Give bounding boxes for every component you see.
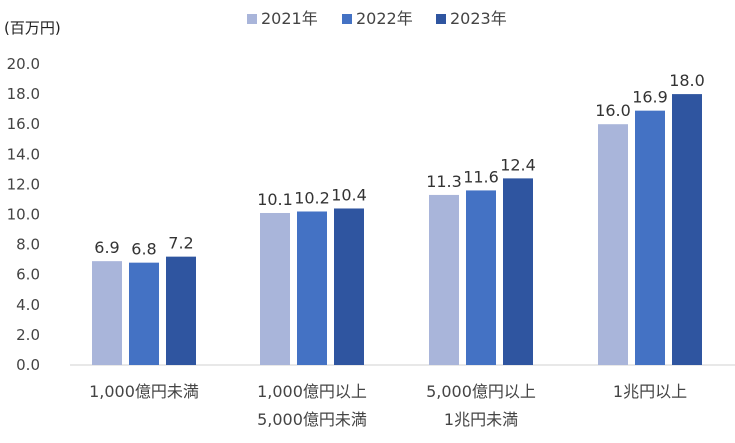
y-tick-label: 8.0 xyxy=(16,236,40,254)
x-axis: 1,000億円未満 1,000億円以上 5,000億円未満 5,000億円以上 1兆円未… xyxy=(89,382,687,429)
x-tick-label: 1兆円以上 xyxy=(613,382,687,401)
y-tick-label: 16.0 xyxy=(7,115,40,133)
bar-2-1 xyxy=(466,190,496,365)
bar-2-0 xyxy=(429,194,459,365)
legend-swatch xyxy=(342,14,352,24)
y-tick-label: 2.0 xyxy=(16,326,40,344)
legend-swatch xyxy=(247,14,257,24)
data-label: 16.9 xyxy=(632,88,668,107)
legend-label: 2023年 xyxy=(450,9,507,28)
y-tick-label: 20.0 xyxy=(7,55,40,73)
data-label: 11.6 xyxy=(463,167,499,186)
x-tick-label: 5,000億円未満 xyxy=(257,410,367,429)
data-label: 10.2 xyxy=(294,188,330,207)
bars xyxy=(92,94,702,365)
legend: 2021年 2022年 2023年 xyxy=(247,9,507,28)
data-label: 16.0 xyxy=(595,101,631,120)
bar-0-0 xyxy=(92,261,122,365)
data-label: 10.4 xyxy=(331,185,367,204)
bar-0-1 xyxy=(129,262,159,365)
data-label: 10.1 xyxy=(257,190,293,209)
y-tick-label: 4.0 xyxy=(16,296,40,314)
x-tick-label: 1兆円未満 xyxy=(444,410,518,429)
unit-label: (百万円) xyxy=(4,19,61,37)
data-label: 11.3 xyxy=(426,172,462,191)
data-label: 6.9 xyxy=(94,238,119,257)
bar-2-2 xyxy=(503,178,533,365)
bar-3-0 xyxy=(598,124,628,365)
y-tick-label: 12.0 xyxy=(7,175,40,193)
x-tick-label: 5,000億円以上 xyxy=(426,382,536,401)
bar-1-0 xyxy=(260,212,290,365)
x-tick-label: 1,000億円未満 xyxy=(89,382,199,401)
y-tick-label: 18.0 xyxy=(7,85,40,103)
data-label: 7.2 xyxy=(168,234,193,253)
y-tick-label: 0.0 xyxy=(16,356,40,374)
data-label: 18.0 xyxy=(669,71,705,90)
bar-3-2 xyxy=(672,94,702,365)
y-tick-label: 6.0 xyxy=(16,266,40,284)
x-tick-label: 1,000億円以上 xyxy=(257,382,367,401)
y-tick-label: 10.0 xyxy=(7,206,40,224)
y-tick-label: 14.0 xyxy=(7,145,40,163)
bar-1-2 xyxy=(334,208,364,365)
data-label: 12.4 xyxy=(500,155,536,174)
data-label: 6.8 xyxy=(131,240,156,259)
legend-label: 2021年 xyxy=(261,9,318,28)
legend-swatch xyxy=(436,14,446,24)
bar-1-1 xyxy=(297,211,327,365)
data-labels: 6.9 10.1 11.3 16.0 6.8 10.2 11.6 16.9 7.2 10.4 12.… xyxy=(94,71,705,259)
legend-label: 2022年 xyxy=(356,9,413,28)
bar-3-1 xyxy=(635,110,665,365)
bar-0-2 xyxy=(166,256,196,365)
y-axis: 0.0 2.0 4.0 6.0 8.0 10.0 12.0 14.0 16.0 18.0 20.0 xyxy=(7,55,40,374)
